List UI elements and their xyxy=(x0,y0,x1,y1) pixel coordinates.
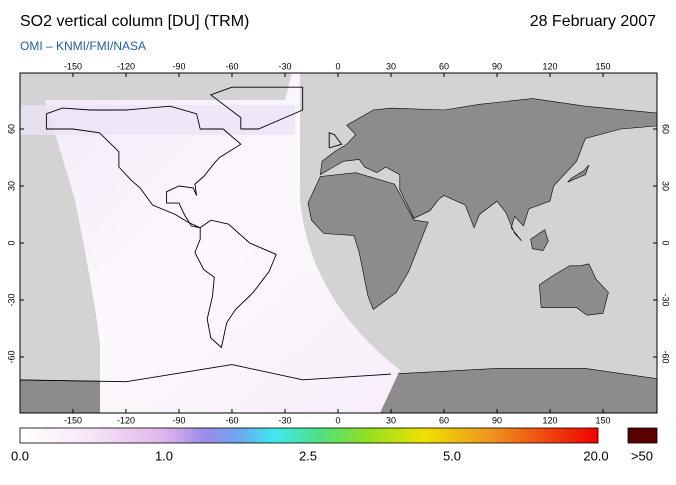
lat-label: 30 xyxy=(661,181,671,191)
coastline xyxy=(209,86,304,130)
lon-label: -120 xyxy=(117,415,135,425)
lon-label: -120 xyxy=(117,61,135,71)
coastline xyxy=(328,132,343,149)
lon-label: -60 xyxy=(225,415,238,425)
lon-label: 90 xyxy=(492,61,502,71)
coastline xyxy=(20,364,392,383)
lon-label: -30 xyxy=(278,415,291,425)
land xyxy=(530,229,549,251)
lat-label: -60 xyxy=(661,350,671,363)
lon-label: 120 xyxy=(543,61,558,71)
map-area xyxy=(20,73,657,413)
lon-label: 30 xyxy=(386,415,396,425)
lon-label: 90 xyxy=(492,415,502,425)
data-band xyxy=(20,105,295,135)
coastline xyxy=(45,105,242,229)
colorbar-label: 1.0 xyxy=(155,448,173,463)
lon-label: 0 xyxy=(335,61,340,71)
lon-label: -60 xyxy=(225,61,238,71)
date: 28 February 2007 xyxy=(530,13,656,30)
lon-label: -150 xyxy=(64,415,82,425)
lon-label: 150 xyxy=(596,61,611,71)
lon-label: 30 xyxy=(386,61,396,71)
land xyxy=(539,263,609,316)
subtitle: OMI – KNMI/FMI/NASA xyxy=(20,39,146,53)
colorbar xyxy=(19,427,599,444)
colorbar-label: 20.0 xyxy=(583,448,608,463)
lon-label: -90 xyxy=(172,61,185,71)
lon-label: 120 xyxy=(543,415,558,425)
data-swath xyxy=(20,73,400,413)
lon-label: -90 xyxy=(172,415,185,425)
title: SO2 vertical column [DU] (TRM) xyxy=(20,13,249,30)
lat-label: -30 xyxy=(6,293,16,306)
coastline xyxy=(194,219,277,349)
lon-label: 0 xyxy=(335,415,340,425)
lon-label: 60 xyxy=(439,61,449,71)
lon-label: 150 xyxy=(596,415,611,425)
lon-label: -30 xyxy=(278,61,291,71)
colorbar-label: 5.0 xyxy=(443,448,461,463)
lon-label: 60 xyxy=(439,415,449,425)
colorbar-label: 0.0 xyxy=(11,448,29,463)
land xyxy=(319,98,657,242)
overflow-box xyxy=(627,427,658,444)
land xyxy=(567,164,590,183)
lat-label: -30 xyxy=(661,293,671,306)
lat-label: 60 xyxy=(6,124,16,134)
lon-label: -150 xyxy=(64,61,82,71)
overflow-label: >50 xyxy=(631,448,653,463)
lat-label: -60 xyxy=(6,350,16,363)
lat-label: 0 xyxy=(6,240,16,245)
lat-label: 30 xyxy=(6,181,16,191)
colorbar-label: 2.5 xyxy=(299,448,317,463)
lat-label: 60 xyxy=(661,124,671,134)
land xyxy=(307,172,429,310)
lat-label: 0 xyxy=(661,240,671,245)
